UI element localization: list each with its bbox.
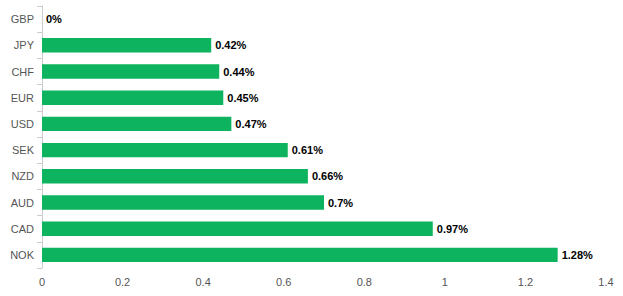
svg-text:0.44%: 0.44% — [223, 66, 254, 78]
svg-text:AUD: AUD — [11, 197, 34, 209]
svg-text:0.6: 0.6 — [276, 276, 291, 288]
svg-text:0.2: 0.2 — [115, 276, 130, 288]
svg-text:CHF: CHF — [11, 66, 34, 78]
svg-text:0%: 0% — [46, 13, 62, 25]
svg-text:1.28%: 1.28% — [562, 249, 593, 261]
svg-text:0.8: 0.8 — [357, 276, 372, 288]
svg-text:1.2: 1.2 — [518, 276, 533, 288]
svg-text:0.4: 0.4 — [195, 276, 210, 288]
svg-text:0.61%: 0.61% — [292, 144, 323, 156]
svg-text:GBP: GBP — [11, 13, 34, 25]
svg-text:USD: USD — [11, 118, 34, 130]
svg-text:NZD: NZD — [11, 170, 34, 182]
svg-text:0.7%: 0.7% — [328, 197, 353, 209]
svg-text:JPY: JPY — [14, 39, 35, 51]
svg-text:0.42%: 0.42% — [215, 39, 246, 51]
svg-text:1: 1 — [442, 276, 448, 288]
svg-text:0.47%: 0.47% — [235, 118, 266, 130]
svg-text:0.45%: 0.45% — [227, 92, 258, 104]
svg-text:0.66%: 0.66% — [312, 170, 343, 182]
svg-text:NOK: NOK — [10, 249, 35, 261]
svg-text:CAD: CAD — [11, 223, 34, 235]
svg-text:0: 0 — [39, 276, 45, 288]
svg-text:1.4: 1.4 — [598, 276, 613, 288]
svg-text:EUR: EUR — [11, 92, 34, 104]
svg-text:0.97%: 0.97% — [437, 223, 468, 235]
svg-text:SEK: SEK — [12, 144, 35, 156]
